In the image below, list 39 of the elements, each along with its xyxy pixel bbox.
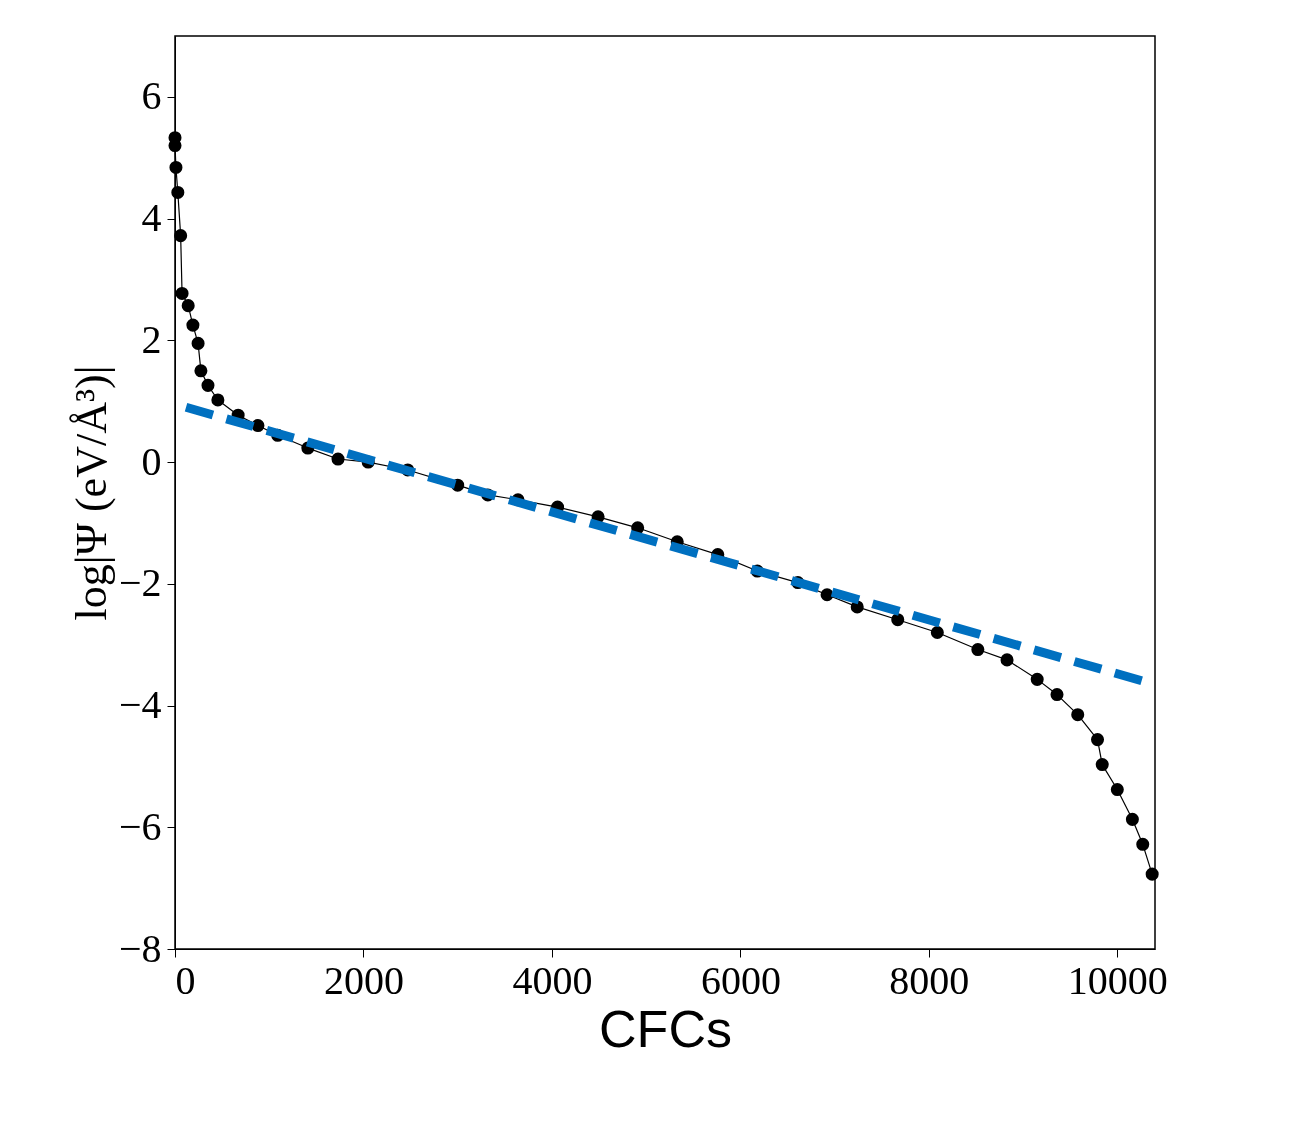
point xyxy=(1050,688,1064,702)
point xyxy=(1091,733,1105,747)
x-tick-label: 8000 xyxy=(889,957,970,1003)
point xyxy=(175,286,189,300)
point xyxy=(1136,837,1150,851)
y-tick-label: 6 xyxy=(141,73,162,119)
point xyxy=(331,452,345,466)
y-tick-label: 4 xyxy=(141,195,162,241)
point xyxy=(181,299,195,313)
y-tick-label: −2 xyxy=(118,560,162,606)
point xyxy=(194,364,208,378)
point xyxy=(971,643,985,657)
point xyxy=(191,336,205,350)
y-tick-label: 0 xyxy=(141,438,162,484)
point xyxy=(174,229,188,243)
y-axis-title: log|Ψ (eV/Å³)| xyxy=(66,365,116,621)
point xyxy=(1145,867,1159,881)
point xyxy=(171,185,185,199)
y-tick-label: 2 xyxy=(141,316,162,362)
x-tick-label: 2000 xyxy=(323,957,404,1003)
point xyxy=(211,393,225,407)
x-tick-label: 4000 xyxy=(512,957,593,1003)
point xyxy=(169,160,183,174)
point xyxy=(186,318,200,332)
point xyxy=(201,378,215,392)
point xyxy=(1125,812,1139,826)
point xyxy=(1071,708,1085,722)
y-tick-label: −6 xyxy=(118,803,162,849)
point xyxy=(1110,783,1124,797)
point xyxy=(1030,672,1044,686)
point xyxy=(891,613,905,627)
point xyxy=(1095,758,1109,772)
y-tick-label: −4 xyxy=(118,682,162,728)
point xyxy=(168,139,182,153)
x-tick-label: 0 xyxy=(175,957,196,1003)
y-tick-label: −8 xyxy=(118,925,162,971)
x-tick-label: 10000 xyxy=(1067,957,1168,1003)
point xyxy=(1000,653,1014,667)
point xyxy=(930,625,944,639)
